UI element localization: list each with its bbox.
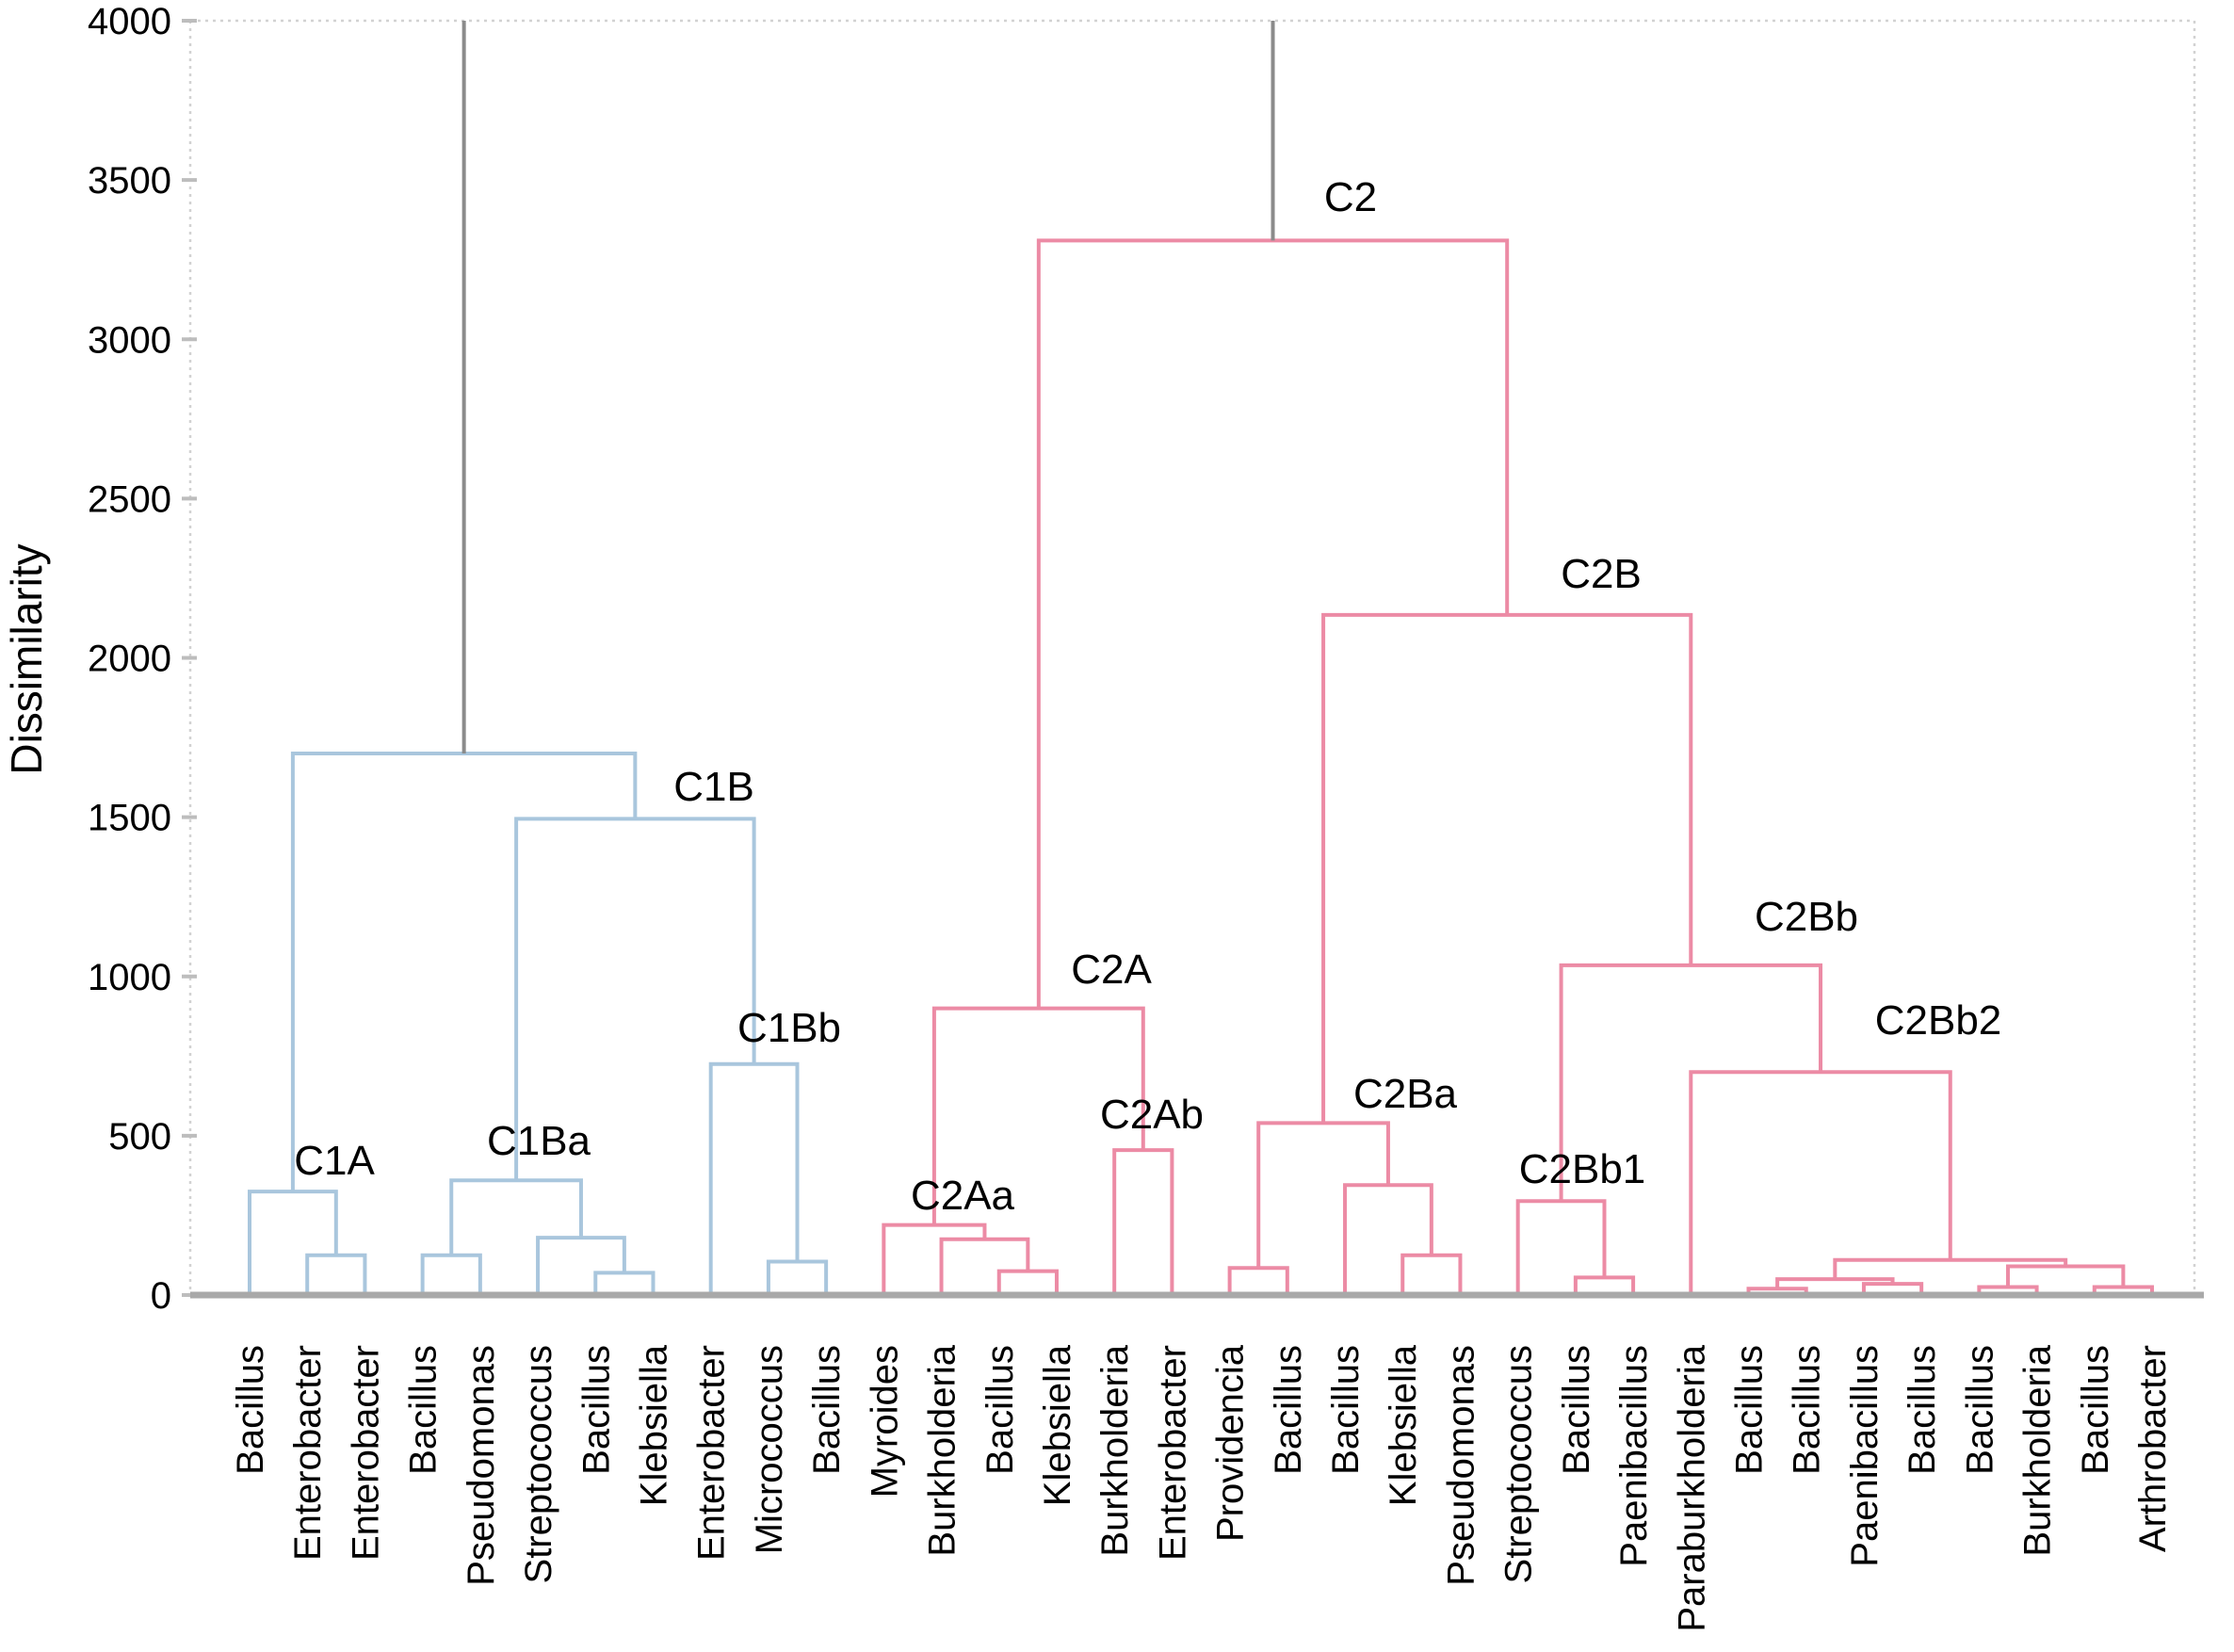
leaf-label: Burkholderia (2017, 1344, 2059, 1556)
leaf-label: Enterobacter (691, 1345, 733, 1561)
dendrogram-branch-c2 (1036, 238, 1510, 1009)
leaf-label: Bacillus (1902, 1345, 1943, 1475)
cluster-label-c2: C2 (1324, 174, 1377, 220)
dendrogram-branch (996, 1269, 1059, 1295)
y-tick-label: 3000 (88, 319, 171, 361)
leaf-label: Burkholderia (922, 1344, 963, 1556)
leaf-label: Klebsiella (1037, 1344, 1078, 1506)
dendrogram-branch (766, 1259, 829, 1295)
leaf-label: Burkholderia (1094, 1344, 1136, 1556)
leaf-label: Enterobacter (287, 1345, 329, 1561)
dendrogram-branch-c1a (248, 1190, 338, 1295)
dendrogram-branch-c2aa (882, 1223, 987, 1295)
cluster-label-c2bb2: C2Bb2 (1875, 997, 2002, 1044)
y-tick-label: 500 (108, 1116, 171, 1158)
dendrogram-branch (420, 1253, 482, 1295)
leaf-label: Bacillus (403, 1345, 445, 1475)
y-tick-label: 1500 (88, 798, 171, 839)
leaf-label: Bacillus (979, 1345, 1021, 1475)
leaf-label: Pseudomonas (1440, 1345, 1481, 1586)
dendrogram-branch (1343, 1183, 1433, 1295)
leaf-label: Bacillus (1556, 1345, 1597, 1475)
leaf-label: Providencia (1210, 1344, 1252, 1542)
dendrogram-branch (1775, 1277, 1895, 1289)
y-tick-label: 4000 (88, 1, 171, 42)
cluster-label-c2bb: C2Bb (1755, 894, 1858, 940)
leaf-label: Streptococcus (518, 1345, 559, 1583)
dendrogram-branch (1833, 1257, 2068, 1280)
leaf-label: Bacillus (806, 1345, 848, 1475)
leaf-label: Klebsiella (1383, 1344, 1424, 1506)
leaf-label: Pseudomonas (461, 1345, 502, 1586)
dendrogram-branch (305, 1253, 367, 1295)
leaf-label: Bacillus (1787, 1345, 1828, 1475)
leaf-label: Enterobacter (1152, 1345, 1193, 1561)
leaf-label: Bacillus (1325, 1345, 1367, 1475)
dendrogram-branch (593, 1271, 656, 1295)
dendrogram-branch (2005, 1264, 2126, 1288)
leaf-label: Bacillus (1729, 1345, 1771, 1475)
cluster-label-c2bb1: C2Bb1 (1519, 1146, 1646, 1192)
cluster-label-c2a: C2A (1071, 947, 1152, 993)
leaf-label: Bacillus (230, 1345, 271, 1475)
leaf-label: Streptococcus (1498, 1345, 1540, 1583)
leaf-label: Paenibacillus (1844, 1345, 1886, 1567)
plot-area: 0 500 1000 1500 2000 2500 3000 3500 4000 C1A C1Ba C… (88, 1, 2204, 1632)
dendrogram-branch-c2ba (1256, 1121, 1390, 1269)
dendrogram-branch-c2ab (1112, 1148, 1174, 1295)
leaf-label: Myroides (864, 1345, 905, 1498)
dendrogram-branch (939, 1237, 1030, 1295)
dendrogram-branch-c2b (1321, 612, 1693, 1124)
cluster-label-c1b: C1B (673, 764, 754, 810)
y-tick-label: 2000 (88, 639, 171, 680)
leaf-label: Enterobacter (345, 1345, 386, 1561)
dendrogram-branch (1573, 1275, 1636, 1295)
leaf-label: Bacillus (2075, 1345, 2116, 1475)
dendrogram-branch (536, 1236, 626, 1295)
leaf-label: Micrococcus (749, 1345, 790, 1554)
leaf-label: Bacillus (1959, 1345, 2000, 1475)
cluster-label-c2aa: C2Aa (911, 1173, 1015, 1219)
cluster-label-c1bb: C1Bb (737, 1005, 841, 1051)
y-tick-label: 0 (151, 1275, 171, 1317)
dendrogram-branch (1400, 1253, 1463, 1295)
leaf-label: Paraburkholderia (1671, 1344, 1712, 1631)
y-tick-label: 1000 (88, 957, 171, 998)
cluster-label-c1a: C1A (294, 1138, 375, 1184)
leaf-label: Bacillus (1268, 1345, 1309, 1475)
dendrogram-branch (1227, 1266, 1289, 1295)
y-tick-label: 3500 (88, 160, 171, 202)
cluster-label-c1ba: C1Ba (487, 1118, 591, 1164)
cluster-label-c2b: C2B (1561, 551, 1642, 597)
leaf-label: Klebsiella (633, 1344, 674, 1506)
dendrogram-branch-c1bb (708, 1061, 800, 1295)
leaf-label: Paenibacillus (1613, 1345, 1655, 1567)
leaf-label: Bacillus (575, 1345, 617, 1475)
dendrogram-branch-c2bb1 (1515, 1199, 1607, 1295)
y-tick-label: 2500 (88, 478, 171, 520)
cluster-label-c2ab: C2Ab (1100, 1092, 1204, 1138)
dendrogram-branch-c1ba (449, 1178, 583, 1255)
y-axis-title: Dissimilarity (2, 543, 51, 774)
leaf-label: Arthrobacter (2132, 1345, 2174, 1552)
cluster-label-c2ba: C2Ba (1353, 1071, 1458, 1117)
